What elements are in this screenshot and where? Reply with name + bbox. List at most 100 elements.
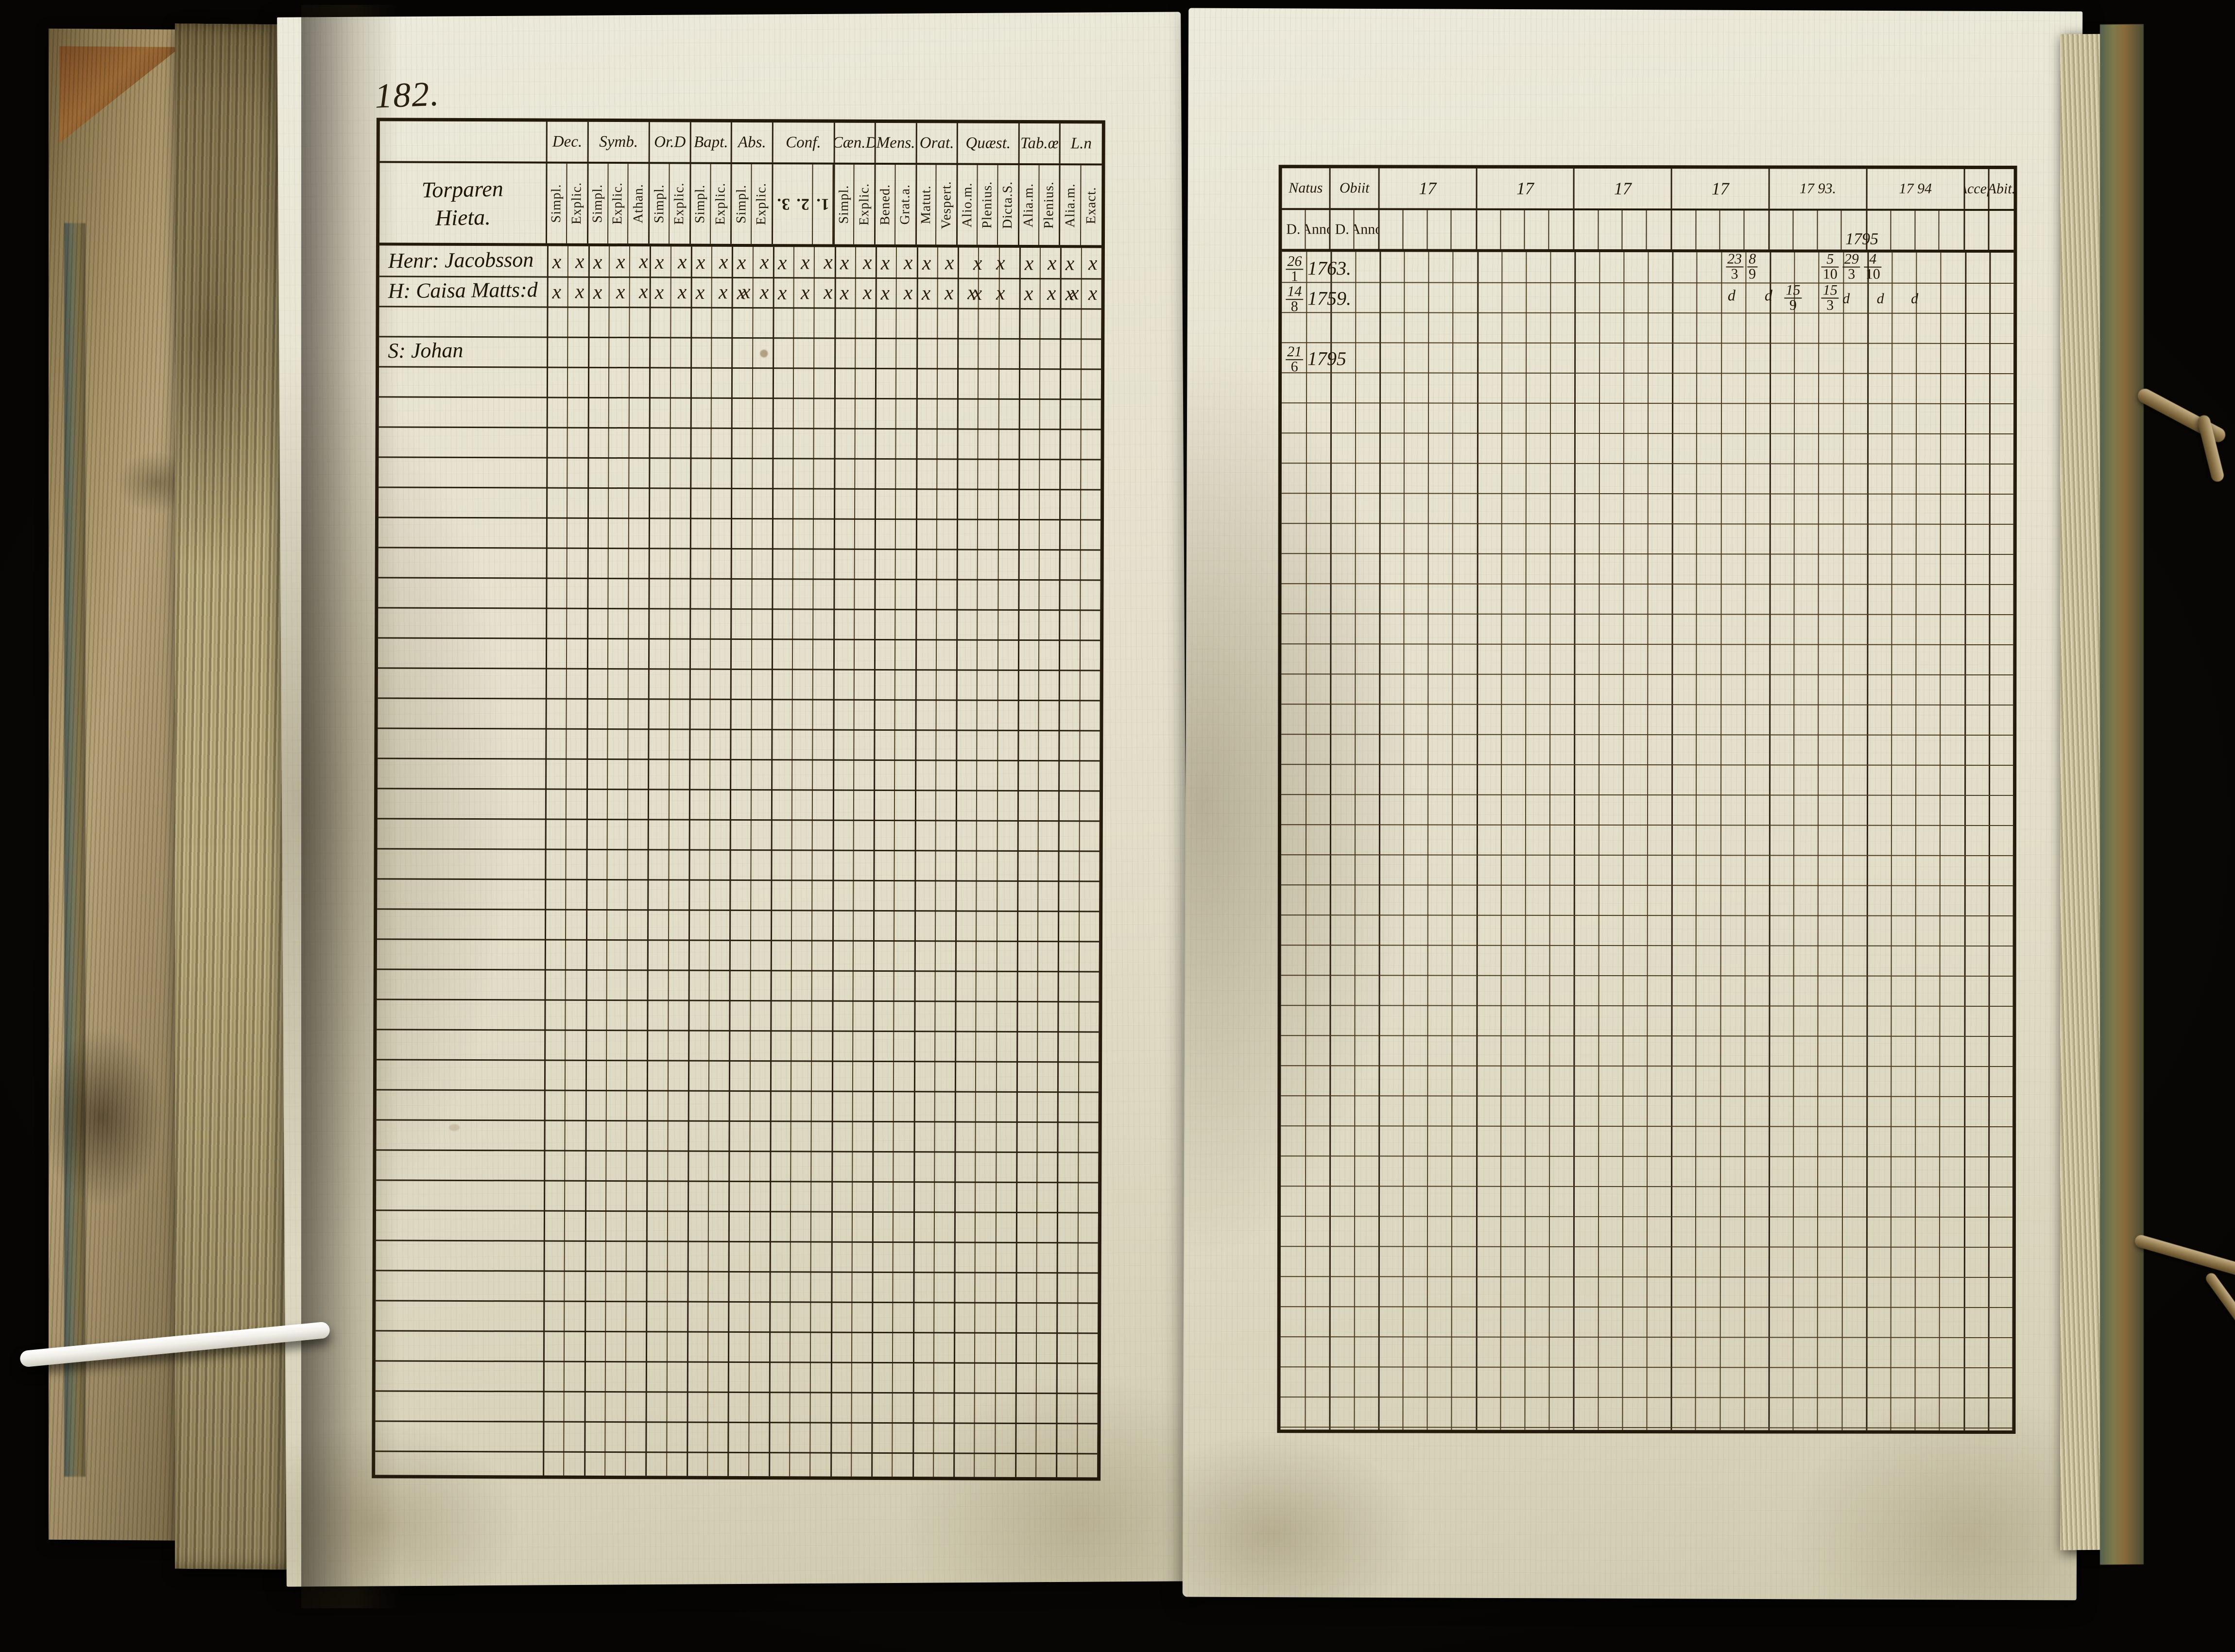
table-row xyxy=(376,1179,1099,1184)
column-header-ord: Or.D xyxy=(650,122,691,162)
table-row xyxy=(376,1149,1099,1153)
grid-column-line xyxy=(830,247,836,1477)
left-table-subheader-row: Torparen Hieta. Simpl. Explic. Simpl. Explic.… xyxy=(379,163,1102,248)
grid-column-line xyxy=(974,247,980,1477)
subheader-cell xyxy=(1403,210,1428,249)
grid-column-line xyxy=(1598,252,1600,1430)
subheader-group-symb: Simpl. Explic. Athan. xyxy=(588,163,650,244)
column-header-bapt: Bapt. xyxy=(691,122,733,162)
subheader-group-ln: Alia.m. Exact. xyxy=(1060,165,1101,245)
subheader-cell xyxy=(1501,210,1526,249)
name-column-header xyxy=(379,121,548,162)
table-row xyxy=(377,908,1100,912)
person-name: S: Johan xyxy=(388,338,464,363)
subheader-label: Explic. xyxy=(713,183,728,225)
subheader-cell: Simpl. xyxy=(732,164,752,244)
subheader-label: Plenius. xyxy=(980,181,995,229)
subheader-label: Simpl. xyxy=(692,184,708,224)
subheader-group xyxy=(1672,210,1770,250)
table-row xyxy=(378,486,1101,491)
table-row xyxy=(377,938,1099,943)
table-row xyxy=(378,456,1101,461)
attendance-mark: x x xyxy=(973,282,1010,305)
subheader-label: Explic. xyxy=(610,182,625,225)
subheader-cell xyxy=(1965,211,1988,250)
subheader-cell: Simpl. xyxy=(547,163,567,243)
subheader-cell: Simpl. xyxy=(834,164,855,244)
grid-column-line xyxy=(789,247,795,1477)
year-column-header-17: 17 xyxy=(1379,168,1478,208)
grid-column-line xyxy=(1573,252,1576,1430)
year-column-header-17: 17 xyxy=(1672,169,1770,209)
subheader-group-orat: Matut. Vespert. xyxy=(916,165,958,245)
grid-column-line xyxy=(1768,252,1771,1430)
left-page: 182. Dec. Symb. Or.D Bapt. Abs. Conf. Cæn.D Men… xyxy=(277,12,1190,1587)
column-header-dec: Dec. xyxy=(547,121,589,162)
subheader-group-conf: 1. 2. 3. xyxy=(773,164,835,244)
subheader-label: 1. xyxy=(816,195,830,214)
grid-column-line xyxy=(1476,252,1479,1430)
year-column-header-1793: 17 93. xyxy=(1770,169,1868,209)
subheader-label: Matut. xyxy=(918,185,934,224)
subheader-cell: Explic. xyxy=(670,164,689,243)
column-header-conf: Conf. xyxy=(773,122,835,163)
table-row xyxy=(378,426,1101,430)
book-cover-board-right xyxy=(2100,24,2144,1565)
subheader-cell xyxy=(1793,210,1818,250)
table-row xyxy=(378,516,1101,521)
subheader-cell: D. xyxy=(1282,210,1306,249)
subheader-cell: Grat.a. xyxy=(895,165,915,244)
grid-column-line xyxy=(2012,253,2015,1431)
subheader-cell xyxy=(1915,210,1940,250)
table-row xyxy=(376,1300,1098,1304)
grid-column-line xyxy=(645,246,652,1476)
grid-column-line xyxy=(1378,252,1381,1430)
subheader-cell: Alia.m. xyxy=(1060,165,1082,245)
natus-day: 14 8 xyxy=(1286,283,1304,315)
grid-column-line xyxy=(892,247,897,1477)
grid-column-line xyxy=(1402,252,1405,1430)
table-row xyxy=(378,667,1100,671)
subheader-group-mens: Bened. Grat.a. xyxy=(876,164,917,245)
grid-column-line xyxy=(666,246,671,1476)
natus-day: 26 1 xyxy=(1286,253,1304,285)
ink-spot xyxy=(760,349,768,358)
subheader-cell: Plenius. xyxy=(1039,165,1059,245)
subheader-cell: Explic. xyxy=(711,164,731,244)
grid-column-line xyxy=(851,247,856,1477)
attendance-mark: x x x xyxy=(777,281,837,305)
subheader-group-abs: Simpl. Explic. xyxy=(732,164,774,244)
subheader-cell: Vespert. xyxy=(936,165,956,244)
column-header-ln: L.n xyxy=(1070,134,1092,152)
subheader-label: Plenius. xyxy=(1041,181,1057,229)
grid-column-line xyxy=(1354,252,1357,1430)
natus-day: 21 6 xyxy=(1286,344,1304,376)
subheader-label: Explic. xyxy=(569,182,585,225)
table-row xyxy=(378,757,1100,762)
column-header-abs: Abs. xyxy=(732,122,774,163)
grid-column-line xyxy=(1670,252,1674,1430)
subheader-cell: Simpl. xyxy=(690,164,711,244)
subheader-cell xyxy=(1525,210,1549,249)
grid-column-line xyxy=(1500,252,1503,1430)
spine-strip xyxy=(64,223,86,1477)
subheader-cell xyxy=(1770,210,1794,250)
subheader-cell: Simpl. xyxy=(588,163,609,243)
attendance-mark: x x xyxy=(1024,252,1061,275)
year-column-header-Obiit: Obiit xyxy=(1330,168,1380,208)
subheader-group-tab: Alia.m. Plenius. xyxy=(1019,165,1061,245)
subheader-cell: Exact. xyxy=(1081,165,1102,245)
attendance-mark: x x xyxy=(654,250,692,274)
grid-column-line xyxy=(1988,252,1991,1430)
subheader-label: 2. xyxy=(796,195,809,213)
subheader-label: Alia.m. xyxy=(1062,183,1078,227)
leather-corner xyxy=(59,46,181,144)
subheader-label: Anno xyxy=(1306,221,1329,238)
subheader-cell: 3. xyxy=(773,164,793,244)
attendance-mark: x x xyxy=(1065,282,1102,305)
subheader-label: Alia.m. xyxy=(1021,183,1036,227)
table-row xyxy=(375,1390,1098,1394)
subheader-group xyxy=(1477,210,1575,249)
table-row xyxy=(378,396,1101,400)
